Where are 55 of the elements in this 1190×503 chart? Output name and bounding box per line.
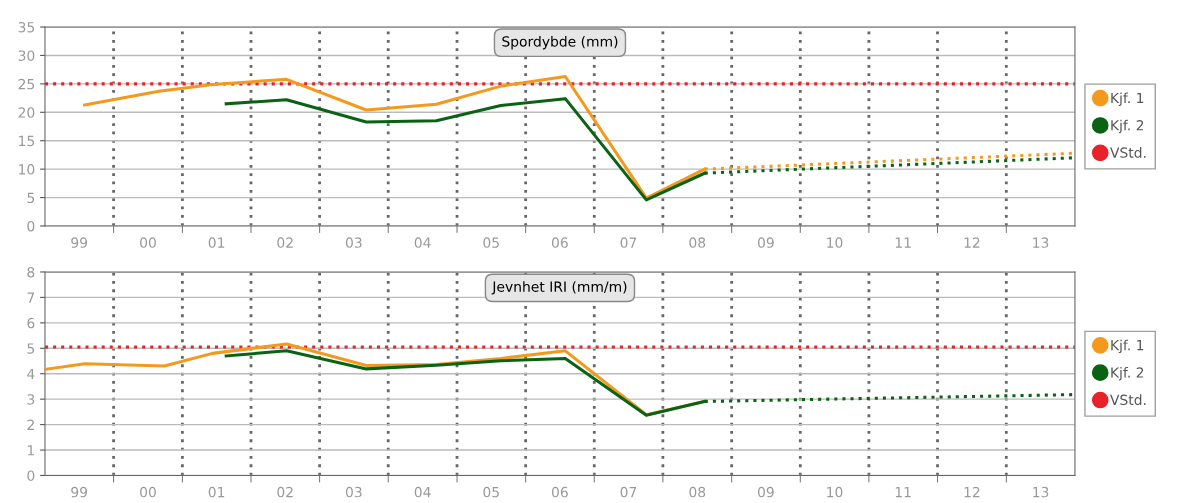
x-tick-label: 09: [757, 486, 774, 498]
x-tick-label: 13: [1033, 237, 1049, 248]
x-tick-label: 00: [140, 486, 156, 498]
x-tick-label: 12: [964, 237, 980, 248]
x-tick-label: 01: [208, 237, 225, 248]
x-tick-label: 04: [414, 237, 431, 248]
x-tick-label: 08: [689, 237, 706, 248]
text: Spordybde (mm): [502, 35, 618, 50]
x-tick-label: 10: [827, 237, 843, 248]
x-tick-label: 08: [689, 486, 706, 498]
y-tick-label: 30: [18, 50, 35, 61]
y-tick-label: 0: [27, 220, 35, 232]
legend-label: VStd.: [1110, 394, 1146, 406]
x-tick-label: 07: [620, 237, 637, 248]
text: Kjf. 2: [1111, 367, 1144, 381]
x-tick-label: 10: [827, 486, 843, 498]
y-tick-label: 2: [27, 419, 34, 430]
x-tick-label: 04: [414, 486, 431, 498]
y-tick-label: 1: [27, 445, 34, 456]
x-tick-label: 03: [345, 237, 362, 248]
legend-label: Kjf. 1: [1111, 92, 1144, 106]
y-tick-label: 15: [19, 135, 35, 147]
y-tick-label: 4: [27, 368, 35, 380]
x-tick-label: 06: [551, 486, 568, 498]
y-tick-label: 20: [18, 107, 35, 118]
x-tick-label: 03: [345, 486, 362, 498]
y-tick-label: 25: [18, 78, 35, 90]
x-tick-label: 12: [964, 486, 980, 498]
x-tick-label: 02: [277, 237, 293, 248]
x-tick-label: 06: [551, 237, 568, 248]
legend-label: VStd.: [1110, 147, 1146, 158]
x-tick-label: 05: [483, 237, 499, 248]
y-tick-label: 3: [27, 394, 35, 405]
x-tick-label: 00: [140, 237, 156, 248]
x-tick-label: 01: [208, 486, 225, 498]
x-tick-label: 02: [277, 486, 293, 498]
text: Kjf. 1: [1111, 339, 1144, 354]
y-tick-label: 5: [27, 343, 35, 354]
x-tick-label: 09: [757, 237, 774, 248]
y-tick-label: 6: [27, 317, 35, 329]
legend-label: Kjf. 2: [1111, 119, 1144, 134]
x-tick-label: 07: [620, 486, 637, 498]
x-tick-label: 99: [71, 486, 88, 498]
text: Jevnhet IRI (mm/m): [491, 281, 627, 295]
y-tick-label: 8: [27, 266, 35, 278]
y-tick-label: 0: [27, 470, 35, 481]
x-tick-label: 99: [71, 237, 88, 248]
x-tick-label: 11: [895, 237, 911, 248]
y-tick-label: 7: [27, 292, 35, 303]
x-tick-label: 05: [483, 486, 499, 498]
x-tick-label: 13: [1033, 486, 1049, 498]
x-tick-label: 11: [895, 487, 911, 498]
y-tick-label: 10: [19, 164, 35, 175]
y-tick-label: 5: [27, 192, 35, 204]
y-tick-label: 35: [18, 21, 35, 33]
